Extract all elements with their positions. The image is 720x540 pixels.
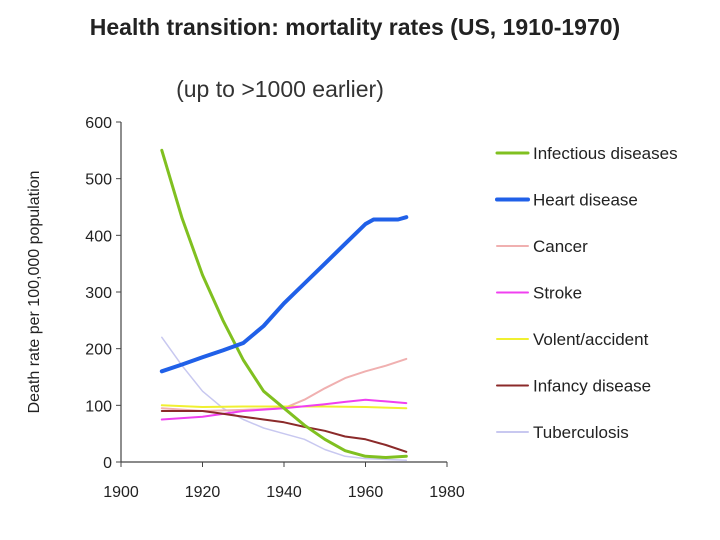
- axes: 0 100 200 300 400 500 600 1900 1920 1940 1960 1980: [85, 115, 465, 501]
- x-tick-label: 1920: [185, 484, 221, 501]
- chart-subtitle: (up to >1000 earlier): [176, 76, 384, 102]
- legend-label: Volent/accident: [533, 330, 649, 349]
- x-tick-label: 1940: [266, 484, 302, 501]
- chart-title: Health transition: mortality rates (US, …: [89, 14, 621, 40]
- x-tick-label: 1900: [103, 484, 139, 501]
- x-tick-label: 1980: [429, 484, 465, 501]
- y-axis-label: Death rate per 100,000 population: [26, 171, 43, 414]
- legend-label: Infectious diseases: [533, 144, 678, 163]
- y-tick-label: 200: [85, 342, 112, 359]
- legend-label: Infancy disease: [533, 377, 651, 396]
- legend-label: Cancer: [533, 237, 588, 256]
- y-tick-label: 500: [85, 172, 112, 189]
- y-tick-label: 600: [85, 115, 112, 132]
- y-tick-label: 400: [85, 228, 112, 245]
- y-tick-label: 100: [85, 398, 112, 415]
- x-tick-label: 1960: [348, 484, 384, 501]
- series-line-heart-disease: [159, 215, 409, 374]
- legend: Infectious diseases Heart disease Cancer St…: [495, 144, 678, 442]
- series-lines: [159, 148, 409, 462]
- series-line-cancer: [160, 357, 408, 412]
- series-line-tuberculosis: [161, 336, 408, 462]
- y-tick-label: 300: [85, 285, 112, 302]
- legend-label: Heart disease: [533, 191, 638, 210]
- series-line-infectious-diseases: [160, 148, 408, 459]
- series-line-infancy-disease: [160, 410, 408, 453]
- legend-label: Stroke: [533, 284, 582, 303]
- series-line-stroke: [160, 398, 408, 421]
- legend-label: Tuberculosis: [533, 423, 629, 442]
- y-tick-label: 0: [103, 455, 112, 472]
